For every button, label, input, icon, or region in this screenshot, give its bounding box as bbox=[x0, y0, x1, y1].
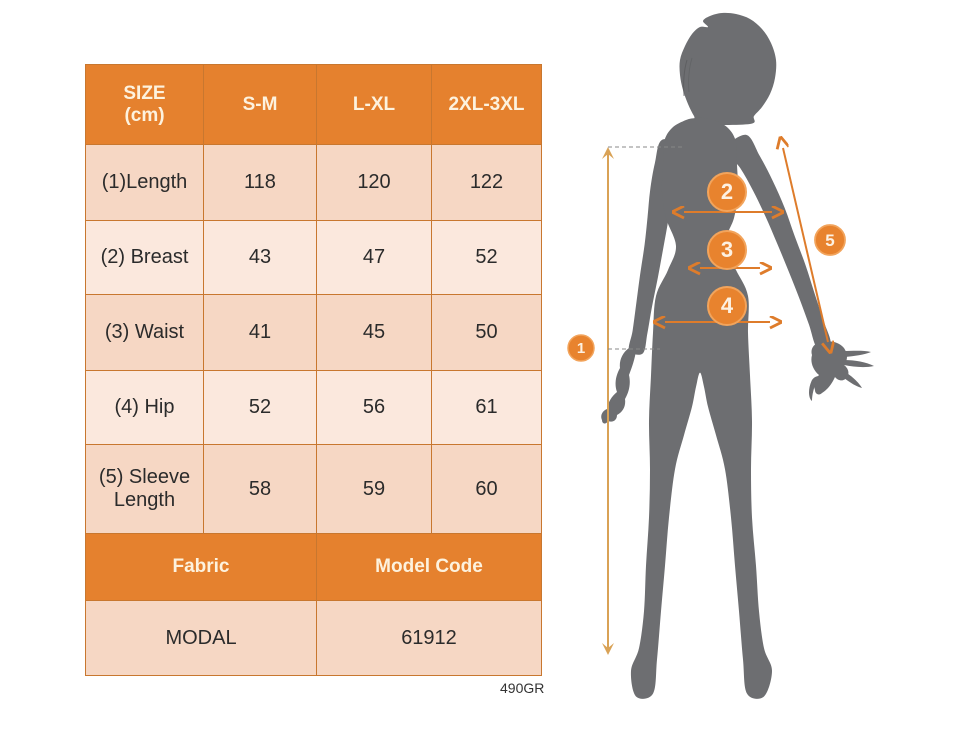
svg-text:1: 1 bbox=[577, 340, 585, 357]
